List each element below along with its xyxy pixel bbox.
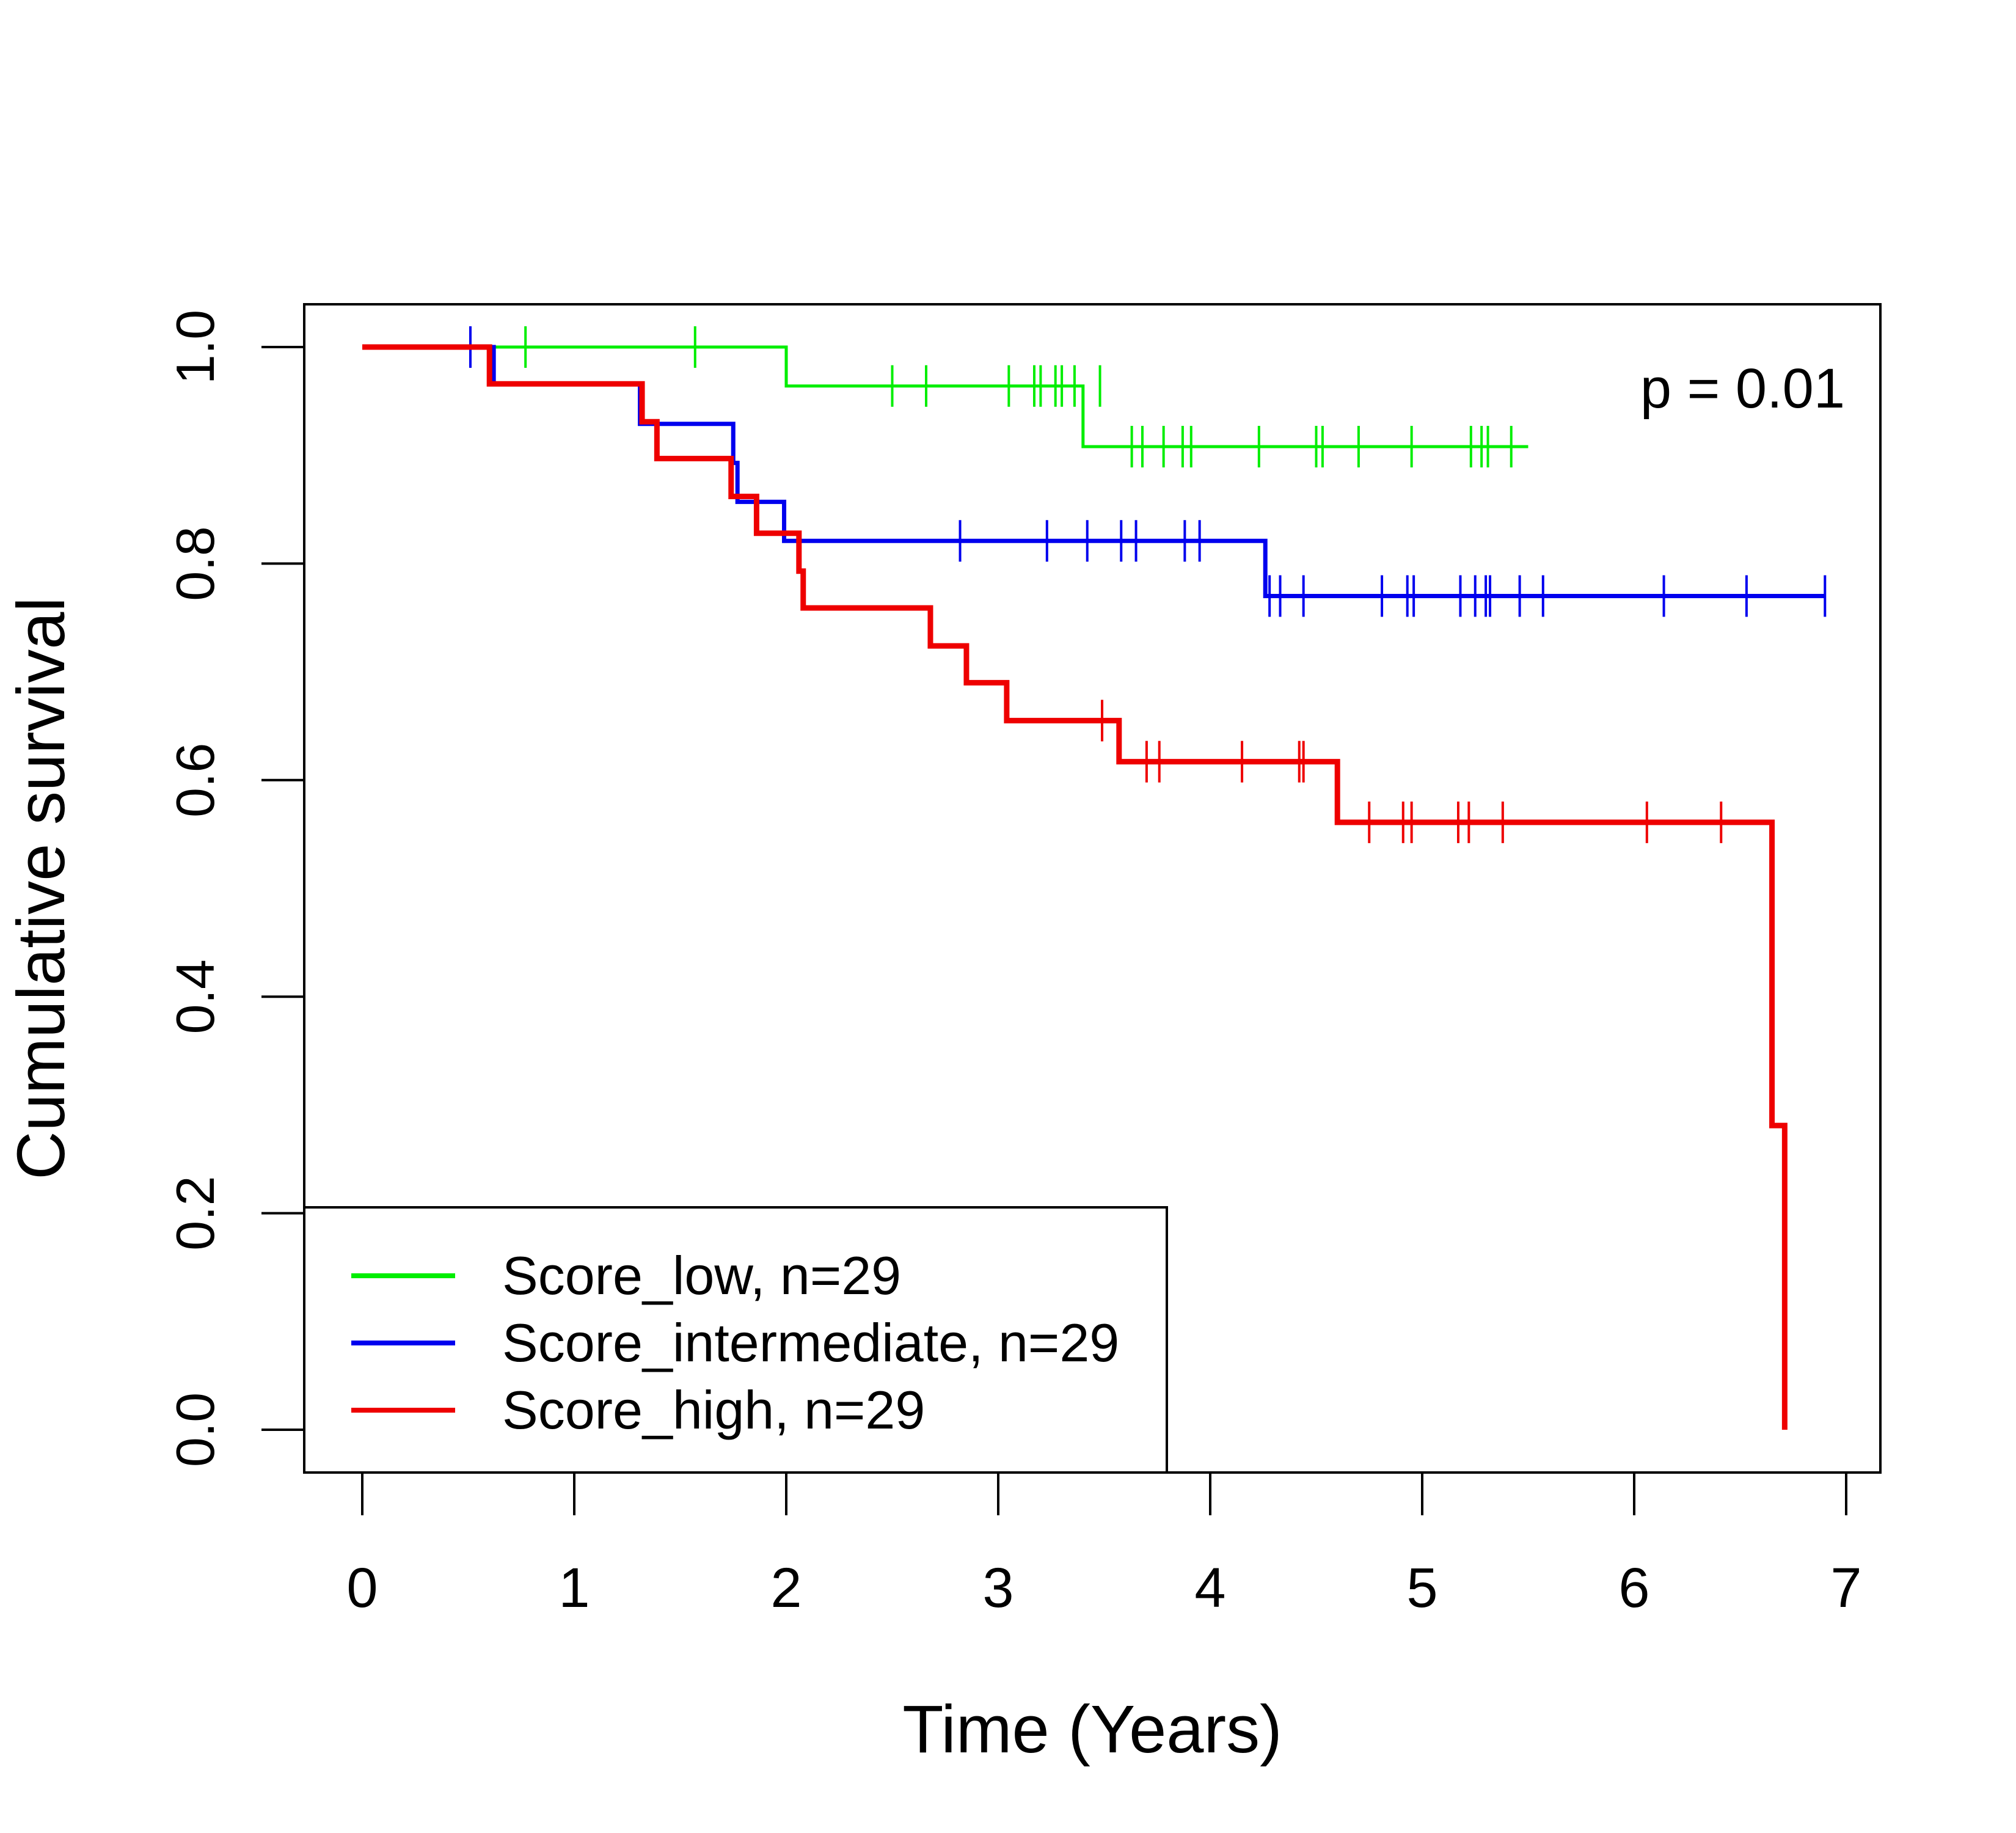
legend-label-score-high: Score_high, n=29: [502, 1380, 925, 1440]
y-axis-label: Cumulative survival: [4, 597, 79, 1180]
series-layer: [362, 326, 1827, 1430]
y-tick-label: 0.8: [165, 526, 225, 601]
survival-curve-score-low: [362, 345, 1528, 448]
x-tick-label: 5: [1406, 1557, 1437, 1619]
x-tick-label: 6: [1618, 1557, 1649, 1619]
y-tick-label: 0.6: [165, 743, 225, 818]
x-axis: 0 1 2 3 4 5 6 7: [346, 1471, 1862, 1619]
x-tick-label: 2: [770, 1557, 802, 1619]
x-tick-label: 0: [346, 1557, 378, 1619]
x-tick-label: 4: [1194, 1557, 1225, 1619]
y-tick-label: 0.4: [165, 959, 225, 1034]
legend: Score_low, n=29 Score_intermediate, n=29…: [303, 1206, 1168, 1474]
survival-curve-score-high: [362, 344, 1788, 1430]
y-axis: 0.0 0.2 0.4 0.6 0.8 1.0: [165, 310, 305, 1467]
legend-label-score-low: Score_low, n=29: [502, 1245, 901, 1306]
series-score-intermediate: [362, 326, 1827, 617]
x-axis-label: Time (Years): [902, 1692, 1282, 1767]
x-tick-label: 3: [982, 1557, 1013, 1619]
series-score-high: [362, 344, 1788, 1430]
p-value-annotation: p = 0.01: [1640, 357, 1845, 420]
x-tick-label: 7: [1830, 1557, 1861, 1619]
legend-label-score-intermediate: Score_intermediate, n=29: [502, 1312, 1119, 1373]
y-tick-label: 1.0: [165, 310, 225, 384]
legend-box: [303, 1206, 1168, 1474]
y-tick-label: 0.2: [165, 1176, 225, 1250]
x-tick-label: 1: [558, 1557, 590, 1619]
series-score-low: [362, 326, 1528, 468]
y-tick-label: 0.0: [165, 1392, 225, 1467]
